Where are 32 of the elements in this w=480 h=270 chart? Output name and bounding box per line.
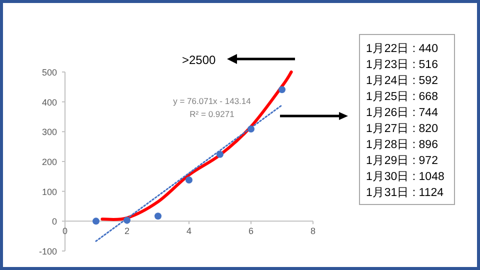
text: 1月23日 : 516 [366, 58, 438, 71]
point [92, 218, 100, 225]
text: 1月25日 : 668 [366, 90, 438, 103]
y-tick-label: -100 [38, 246, 57, 256]
text: 1月30日 : 1048 [366, 170, 444, 183]
point [154, 212, 162, 220]
point [124, 216, 130, 224]
annotation: R² = 0.9271 [190, 109, 235, 119]
point [216, 150, 224, 158]
y-tick-label: 500 [42, 68, 57, 78]
point [278, 86, 286, 94]
text: 1月27日 : 820 [366, 122, 438, 135]
text: 1月26日 : 744 [366, 106, 439, 119]
y-tick-label: 200 [42, 157, 57, 167]
annotation: y = 76.071x - 143.14 [173, 96, 252, 106]
x-tick-label: 4 [186, 226, 192, 236]
x-tick-label: 6 [248, 226, 254, 236]
x-tick-label: 2 [124, 226, 130, 236]
text: 1月24日 : 592 [366, 74, 438, 87]
x-tick-label: 8 [310, 226, 316, 236]
y-tick-label: 0 [52, 216, 57, 227]
y-tick-label: 300 [42, 127, 57, 138]
point [186, 176, 192, 184]
text: 1月29日 : 972 [366, 154, 438, 167]
y-tick-label: 400 [42, 97, 57, 108]
x-tick-label: 0 [62, 226, 68, 236]
y-tick-label: 100 [42, 186, 57, 197]
text: 1月31日 : 1124 [366, 186, 444, 199]
text: 1月28日 : 896 [366, 138, 438, 151]
text: >2500 [182, 53, 216, 67]
text: 1月22日 : 440 [366, 42, 438, 55]
point [248, 125, 254, 132]
